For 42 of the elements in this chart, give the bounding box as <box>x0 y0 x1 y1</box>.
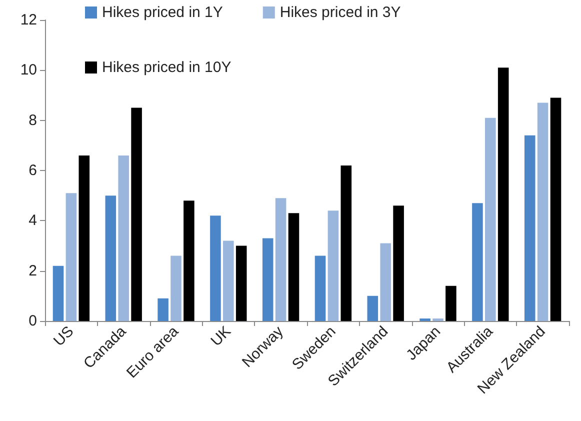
x-tick-label: UK <box>208 322 234 350</box>
bar <box>537 102 548 321</box>
legend-label: Hikes priced in 3Y <box>280 4 401 21</box>
bar <box>314 256 326 321</box>
bar <box>393 206 404 321</box>
bar <box>485 118 496 321</box>
bar <box>66 193 77 321</box>
bar <box>236 246 247 321</box>
bar <box>524 135 536 321</box>
bar <box>105 196 116 321</box>
legend-label: Hikes priced in 10Y <box>102 59 232 76</box>
bar <box>498 68 509 321</box>
bar <box>210 216 221 321</box>
bar <box>52 266 64 321</box>
bar <box>118 155 129 321</box>
y-tick-label: 6 <box>28 162 37 179</box>
bar <box>262 238 274 321</box>
bar <box>420 318 430 321</box>
bar <box>328 210 339 321</box>
y-tick-label: 10 <box>20 62 37 79</box>
bar <box>340 165 352 321</box>
bar <box>550 98 562 321</box>
legend-label: Hikes priced in 1Y <box>102 4 223 21</box>
y-tick-label: 4 <box>28 212 37 230</box>
y-tick-label: 0 <box>28 312 37 330</box>
bar <box>223 240 234 321</box>
x-tick-label: US <box>50 322 78 350</box>
bar <box>288 213 300 321</box>
bar <box>158 298 168 321</box>
bar <box>446 286 456 321</box>
bar <box>78 155 90 321</box>
y-tick-label: 2 <box>28 262 37 280</box>
bar <box>367 296 378 321</box>
bar <box>380 243 391 321</box>
bar <box>432 318 444 321</box>
y-tick-label: 8 <box>28 112 37 129</box>
bar <box>275 198 286 321</box>
bar <box>170 256 182 321</box>
bar <box>184 200 194 321</box>
y-tick-label: 12 <box>20 12 37 28</box>
bar <box>472 203 483 321</box>
bar <box>131 108 142 321</box>
